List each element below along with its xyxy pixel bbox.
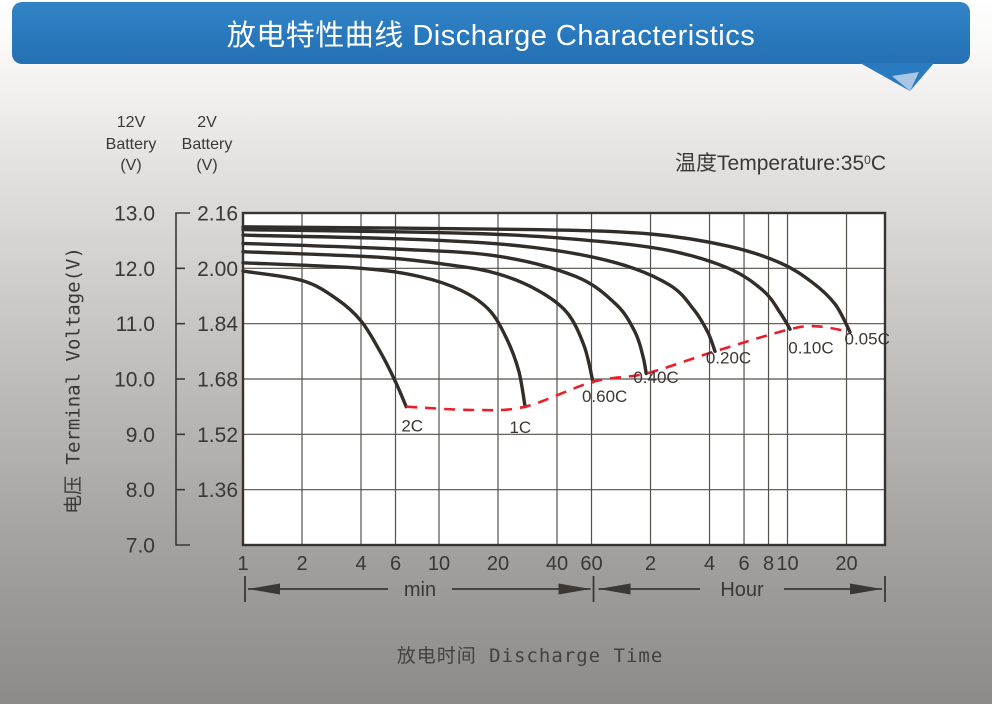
plot-border: [241, 211, 887, 547]
x-tick-label-min: 4: [355, 553, 366, 575]
y-axis-header-12v: 12V Battery (V): [105, 114, 157, 175]
temperature-sup: 0: [864, 153, 871, 167]
x-tick-label-min: 10: [428, 553, 450, 575]
range-arrowhead-right: [850, 583, 882, 595]
temperature-label: 温度Temperature:350C: [600, 147, 886, 177]
curve-0.05C: [241, 225, 852, 334]
y-tick-label-12v: 11.0: [116, 313, 155, 336]
curve-label-0.10C: 0.10C: [788, 339, 833, 358]
x-tick-label-hour: 2: [645, 553, 656, 575]
temperature-text: 温度Temperature:35: [675, 152, 865, 175]
curve-label-0.05C: 0.05C: [845, 330, 890, 349]
y-tick-label-2v: 1.36: [197, 479, 238, 502]
x-tick-label-min: 1: [237, 553, 248, 575]
y-tick-label-12v: 7.0: [126, 535, 155, 558]
curve-label-0.20C: 0.20C: [706, 349, 751, 368]
x-tick-label-hour: 10: [776, 553, 798, 575]
y-tick-label-2v: 2.00: [197, 258, 238, 281]
temperature-unit: C: [870, 152, 886, 175]
curve-0.20C: [241, 233, 717, 353]
curve-0.40C: [241, 241, 648, 376]
x-tick-label-hour: 6: [738, 553, 749, 575]
curve-label-0.40C: 0.40C: [633, 368, 678, 387]
curve-0.10C: [241, 227, 792, 331]
y-tick-label-12v: 10.0: [114, 369, 155, 392]
banner-tail-icon: [860, 63, 934, 91]
range-arrowhead-left: [248, 583, 280, 595]
x-tick-label-hour: 8: [763, 553, 774, 575]
curve-label-0.60C: 0.60C: [582, 387, 627, 406]
page-title: 放电特性曲线 Discharge Characteristics: [226, 20, 756, 52]
curve-0.60C: [241, 250, 595, 384]
x-tick-label-min: 60: [580, 553, 602, 575]
curve-1C: [241, 261, 527, 409]
y-tick-label-2v: 1.68: [197, 369, 238, 392]
y-tick-label-12v: 13.0: [114, 203, 155, 226]
y-tick-label-12v: 8.0: [126, 479, 155, 502]
y-tick-label-2v: 1.84: [197, 313, 238, 336]
x-tick-label-min: 20: [487, 553, 509, 575]
y-tick-label-12v: 12.0: [114, 258, 155, 281]
x-tick-label-min: 2: [296, 553, 307, 575]
y-axis-header-2v: 2V Battery (V): [181, 114, 233, 175]
curve-label-1C: 1C: [509, 418, 531, 437]
title-banner: 放电特性曲线 Discharge Characteristics: [12, 2, 970, 64]
cutoff-voltage-line: [406, 324, 851, 412]
x-axis-title: 放电时间 Discharge Time: [396, 645, 664, 667]
x-tick-label-hour: 20: [835, 553, 857, 575]
curve-2C: [241, 269, 408, 409]
x-tick-label-min: 6: [390, 553, 401, 575]
x-axis-unit-hour: Hour: [720, 579, 764, 601]
x-axis-unit-min: min: [404, 579, 436, 601]
y-tick-label-12v: 9.0: [126, 424, 155, 447]
y-tick-label-2v: 1.52: [197, 424, 238, 447]
y-tick-label-2v: 2.16: [197, 203, 238, 226]
curve-label-2C: 2C: [401, 417, 423, 436]
x-tick-label-hour: 4: [704, 553, 715, 575]
range-arrowhead-left: [598, 583, 631, 595]
range-arrowhead-right: [558, 583, 591, 595]
x-tick-label-min: 40: [546, 553, 568, 575]
